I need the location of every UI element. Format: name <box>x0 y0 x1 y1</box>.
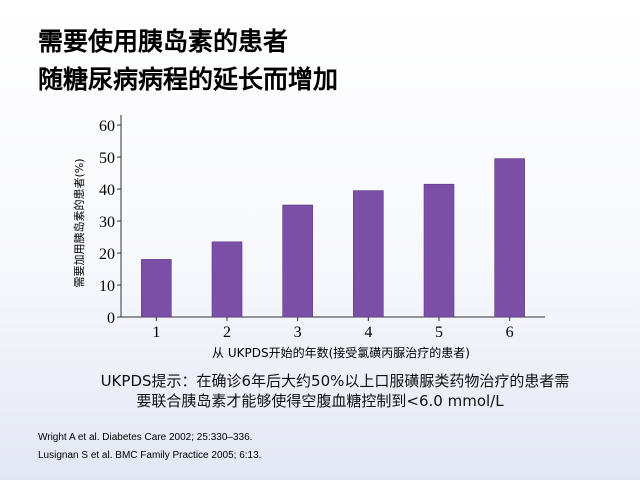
y-tick-label: 10 <box>99 278 115 295</box>
bar-year-5 <box>423 183 455 318</box>
x-tick-label: 4 <box>364 324 372 341</box>
ukpds-note-line-1: UKPDS提示：在确诊6年后大约50%以上口服磺脲类药物治疗的患者需 <box>100 372 570 390</box>
bar-year-3 <box>282 204 313 318</box>
y-tick-label: 20 <box>99 246 115 263</box>
slide-title-line-1: 需要使用胰岛素的患者 <box>38 27 289 56</box>
x-tick-label: 1 <box>152 324 160 341</box>
y-tick-label: 0 <box>107 310 115 327</box>
bar-year-4 <box>353 190 384 318</box>
bar-year-1 <box>141 259 172 318</box>
x-axis-label: 从 UKPDS开始的年数(接受氯磺丙脲治疗的患者) <box>212 345 470 360</box>
y-tick-label: 30 <box>99 214 115 231</box>
ukpds-note-line-2: 要联合胰岛素才能够使得空腹血糖控制到<6.0 mmol/L <box>136 392 504 410</box>
y-tick-label: 60 <box>99 118 115 135</box>
x-tick-label: 5 <box>435 324 443 341</box>
reference-2: Lusignan S et al. BMC Family Practice 20… <box>38 450 262 461</box>
x-tick-label: 2 <box>223 324 231 341</box>
y-tick-label: 40 <box>99 182 115 199</box>
slide-title-line-2: 随糖尿病病程的延长而增加 <box>38 65 339 94</box>
x-tick-label: 3 <box>294 324 302 341</box>
y-tick-label: 50 <box>99 150 115 167</box>
y-axis-label: 需要加用胰岛素的患者(%) <box>72 158 86 287</box>
bar-year-6 <box>494 158 525 318</box>
reference-1: Wright A et al. Diabetes Care 2002; 25:3… <box>38 432 253 443</box>
x-tick-label: 6 <box>506 324 514 341</box>
bar-year-2 <box>211 241 243 318</box>
